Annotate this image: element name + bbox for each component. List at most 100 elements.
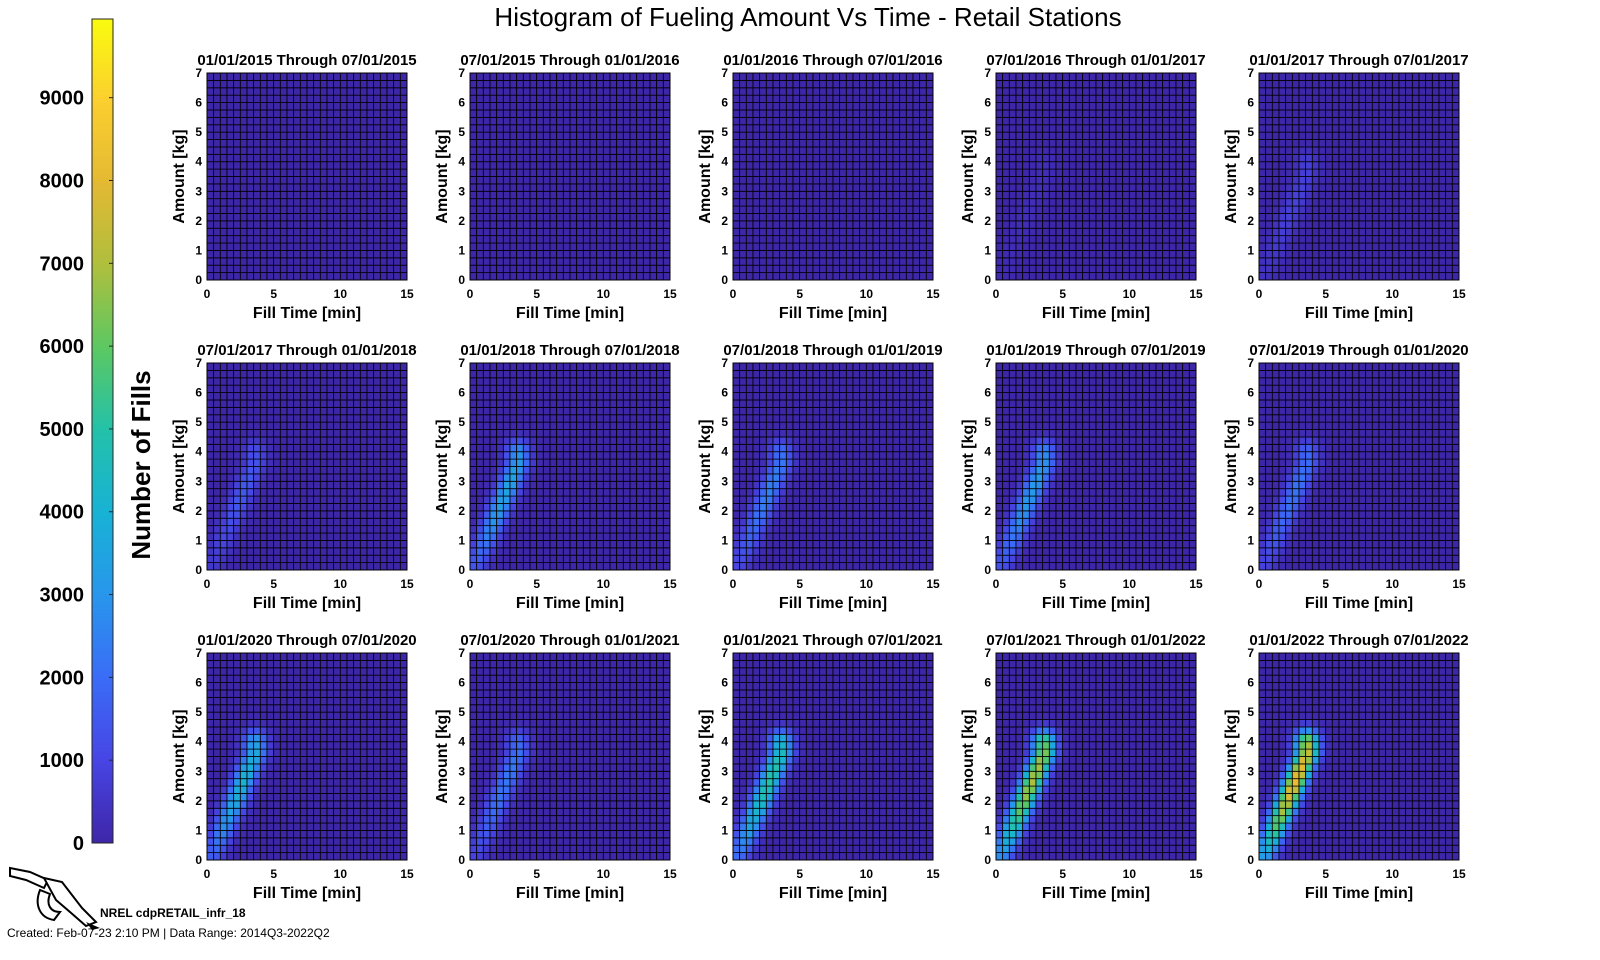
heatmap-cell bbox=[306, 443, 315, 453]
heatmap-cell bbox=[266, 414, 275, 423]
heatmap-cell bbox=[1291, 124, 1300, 133]
heatmap-cell bbox=[1405, 250, 1413, 259]
heatmap-cell bbox=[233, 429, 241, 438]
heatmap-cell bbox=[885, 116, 894, 126]
heatmap-cell bbox=[1148, 213, 1157, 222]
colorbar-tick: 2000 bbox=[40, 667, 113, 689]
heatmap-cell bbox=[1182, 190, 1190, 200]
heatmap-cell bbox=[569, 264, 578, 274]
heatmap-cell bbox=[346, 525, 355, 534]
heatmap-cell bbox=[246, 176, 255, 185]
heatmap-cell bbox=[373, 79, 381, 89]
heatmap-cell bbox=[346, 168, 355, 177]
heatmap-cell bbox=[589, 183, 598, 192]
heatmap-cell bbox=[213, 102, 221, 111]
heatmap-cell bbox=[732, 102, 741, 111]
heatmap-cell bbox=[1135, 139, 1144, 148]
heatmap-cell bbox=[885, 235, 894, 244]
heatmap-cell bbox=[1411, 161, 1420, 170]
heatmap-cell bbox=[1325, 102, 1333, 111]
heatmap-cell bbox=[306, 488, 315, 497]
heatmap-cell bbox=[589, 213, 598, 222]
heatmap-cell bbox=[1438, 124, 1447, 133]
heatmap-cell bbox=[509, 139, 518, 148]
heatmap-cell bbox=[1271, 79, 1280, 89]
heatmap-cell bbox=[1445, 205, 1453, 214]
heatmap-cell bbox=[496, 72, 504, 81]
heatmap-cell bbox=[286, 176, 295, 185]
heatmap-cell bbox=[1278, 190, 1287, 200]
heatmap-cell bbox=[1008, 205, 1017, 214]
heatmap-cell bbox=[1385, 272, 1393, 281]
heatmap-cell bbox=[266, 399, 275, 408]
heatmap-cell bbox=[239, 473, 248, 482]
heatmap-cell bbox=[879, 116, 887, 126]
heatmap-cell bbox=[516, 205, 524, 214]
heatmap-cell bbox=[562, 205, 571, 214]
heatmap-cell bbox=[1398, 87, 1407, 96]
heatmap-cell bbox=[206, 161, 215, 170]
heatmap-cell bbox=[219, 213, 228, 222]
heatmap-cell bbox=[912, 257, 921, 266]
heatmap-cell bbox=[1182, 250, 1190, 259]
heatmap-cell bbox=[313, 362, 321, 371]
heatmap-cell bbox=[662, 242, 671, 251]
heatmap-cell bbox=[1351, 220, 1360, 229]
heatmap-cell bbox=[333, 72, 341, 81]
heatmap-cell bbox=[1022, 264, 1030, 274]
heatmap-cell bbox=[745, 153, 754, 163]
heatmap-cell bbox=[1008, 116, 1017, 126]
heatmap-cell bbox=[772, 109, 781, 118]
heatmap-cell bbox=[502, 213, 511, 222]
heatmap-cell bbox=[469, 153, 478, 163]
heatmap-cell bbox=[1102, 220, 1110, 229]
heatmap-cell bbox=[259, 525, 268, 534]
heatmap-cell bbox=[629, 198, 638, 207]
heatmap-cell bbox=[1128, 264, 1137, 274]
heatmap-cell bbox=[299, 213, 308, 222]
heatmap-cell bbox=[273, 532, 281, 541]
heatmap-cell bbox=[279, 242, 288, 251]
heatmap-cell bbox=[353, 480, 361, 490]
heatmap-cell bbox=[556, 264, 564, 274]
heatmap-cell bbox=[502, 257, 511, 266]
heatmap-cell bbox=[792, 124, 801, 133]
heatmap-cell bbox=[293, 139, 301, 148]
heatmap-cell bbox=[919, 257, 927, 266]
heatmap-cell bbox=[919, 250, 927, 259]
heatmap-cell bbox=[359, 139, 368, 148]
heatmap-cell bbox=[562, 131, 571, 140]
heatmap-cell bbox=[286, 250, 295, 259]
heatmap-cell bbox=[859, 183, 867, 192]
heatmap-cell bbox=[1048, 72, 1057, 81]
heatmap-cell bbox=[529, 139, 538, 148]
heatmap-cell bbox=[1062, 116, 1070, 126]
heatmap-cell bbox=[293, 94, 301, 103]
heatmap-cell bbox=[293, 384, 301, 393]
heatmap-cell bbox=[339, 235, 348, 244]
heatmap-cell bbox=[1168, 146, 1177, 155]
heatmap-cell bbox=[589, 176, 598, 185]
heatmap-cell bbox=[589, 131, 598, 140]
heatmap-cell bbox=[1391, 183, 1400, 192]
heatmap-cell bbox=[496, 272, 504, 281]
heatmap-cell bbox=[386, 227, 395, 237]
heatmap-cell bbox=[845, 264, 854, 274]
heatmap-cell bbox=[226, 183, 235, 192]
heatmap-cell bbox=[399, 139, 408, 148]
heatmap-cell bbox=[379, 161, 388, 170]
heatmap-cell bbox=[366, 242, 375, 251]
heatmap-cell bbox=[339, 205, 348, 214]
heatmap-cell bbox=[1115, 153, 1124, 163]
heatmap-cell bbox=[306, 480, 315, 490]
heatmap-cell bbox=[279, 213, 288, 222]
heatmap-cell bbox=[549, 264, 558, 274]
heatmap-cell bbox=[346, 503, 355, 512]
heatmap-cell bbox=[995, 176, 1004, 185]
heatmap-cell bbox=[1115, 250, 1124, 259]
heatmap-cell bbox=[616, 227, 624, 237]
heatmap-cell bbox=[759, 235, 767, 244]
heatmap-cell bbox=[219, 399, 228, 408]
heatmap-cell bbox=[273, 554, 281, 564]
heatmap-cell bbox=[536, 235, 544, 244]
